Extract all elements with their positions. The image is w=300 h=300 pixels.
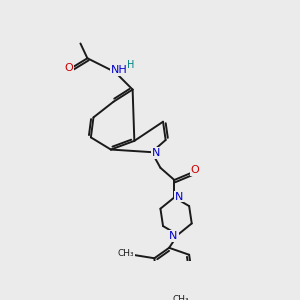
Text: N: N [152, 148, 160, 158]
Text: O: O [191, 165, 200, 176]
Text: H: H [127, 60, 135, 70]
Text: NH: NH [111, 65, 128, 75]
Text: O: O [64, 63, 73, 73]
Text: CH₃: CH₃ [173, 296, 190, 300]
Text: CH₃: CH₃ [117, 249, 134, 258]
Text: N: N [169, 231, 178, 241]
Text: N: N [175, 191, 183, 202]
